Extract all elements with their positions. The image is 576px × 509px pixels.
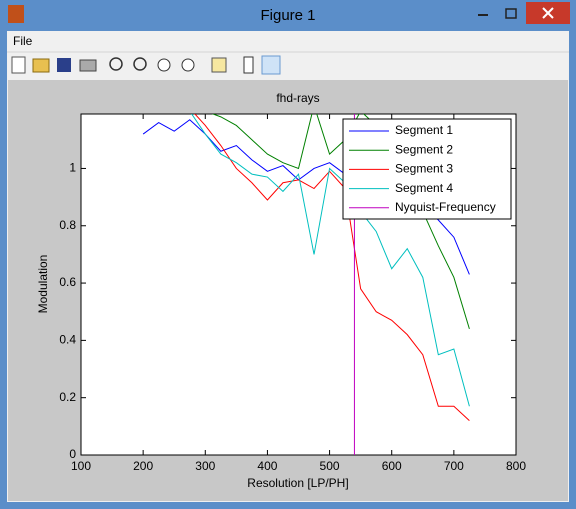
y-tick-label: 0.8	[59, 218, 76, 232]
close-icon	[542, 7, 554, 19]
menu-item[interactable]: File	[13, 34, 33, 48]
x-tick-label: 400	[257, 459, 277, 473]
y-tick-label: 0.6	[59, 275, 76, 289]
tool-colorbar[interactable]	[243, 56, 254, 74]
y-axis-label: Modulation	[36, 255, 50, 314]
x-tick-label: 300	[195, 459, 215, 473]
toolbar	[11, 55, 281, 75]
tool-rotate[interactable]	[181, 58, 195, 72]
tool-zoom-in[interactable]	[109, 57, 123, 71]
tool-new[interactable]	[11, 56, 26, 74]
x-tick-label: 500	[320, 459, 340, 473]
legend-label: Segment 1	[395, 123, 453, 137]
window-title: Figure 1	[260, 7, 315, 24]
maximize-icon	[505, 8, 517, 19]
legend-label: Nyquist-Frequency	[395, 200, 496, 214]
tool-datacursor[interactable]	[211, 57, 227, 73]
legend-label: Segment 4	[395, 181, 453, 195]
x-tick-label: 700	[444, 459, 464, 473]
tool-legend[interactable]	[261, 55, 281, 75]
x-tick-label: 600	[382, 459, 402, 473]
tool-pan[interactable]	[157, 58, 171, 72]
x-tick-label: 100	[71, 459, 91, 473]
y-tick-label: 0.2	[59, 390, 76, 404]
y-tick-label: 1	[69, 161, 76, 175]
legend-label: Segment 2	[395, 142, 453, 156]
series-line	[191, 114, 470, 407]
legend-label: Segment 3	[395, 162, 453, 176]
maximize-button[interactable]	[498, 4, 524, 24]
x-tick-label: 200	[133, 459, 153, 473]
app-icon	[8, 5, 24, 23]
chart-title: fhd-rays	[276, 91, 319, 105]
tool-save[interactable]	[57, 58, 71, 72]
y-tick-label: 0.4	[59, 333, 76, 347]
tool-open[interactable]	[32, 58, 50, 73]
tool-print[interactable]	[79, 59, 97, 72]
x-axis-label: Resolution [LP/PH]	[247, 476, 348, 490]
x-tick-label: 800	[506, 459, 526, 473]
y-tick-label: 0	[69, 447, 76, 461]
series-line	[194, 114, 470, 421]
tool-zoom-out[interactable]	[133, 57, 147, 71]
